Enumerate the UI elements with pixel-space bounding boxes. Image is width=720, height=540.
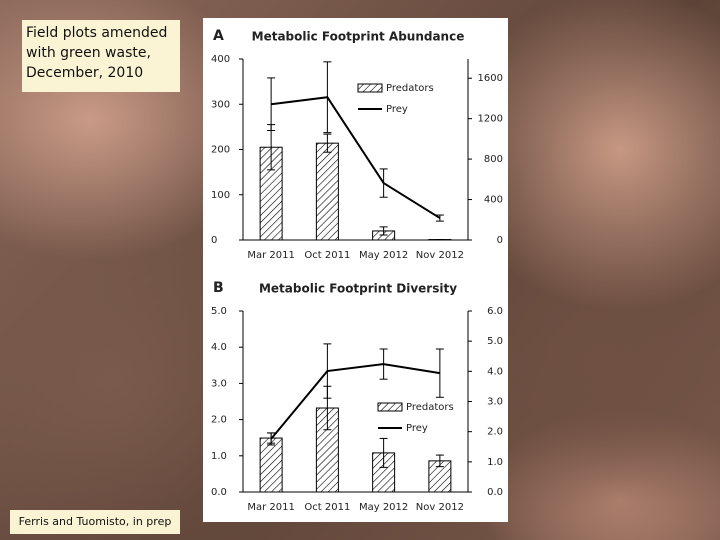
line <box>270 363 441 440</box>
legend-label: Predators <box>406 402 454 413</box>
y-tick-label: 0.0 <box>211 487 227 498</box>
y-tick-label: 2.0 <box>211 415 227 426</box>
y2-tick-label: 800 <box>484 154 503 165</box>
y-tick-label: 400 <box>211 54 230 65</box>
y2-tick-label: 0.0 <box>487 487 503 498</box>
y2-tick-label: 1600 <box>478 73 503 84</box>
y-tick-label: 4.0 <box>211 342 227 353</box>
x-tick-label: Nov 2012 <box>416 502 464 513</box>
caption: Field plots amended with green waste, De… <box>22 20 180 92</box>
credit: Ferris and Tuomisto, in prep <box>10 510 180 534</box>
y-tick-label: 3.0 <box>211 378 227 389</box>
y2-tick-label: 1200 <box>478 114 503 125</box>
chart: B Metabolic Footprint Diversity 0.0 1.0 2.0 3… <box>203 270 508 522</box>
x-tick-label: Mar 2011 <box>247 502 295 513</box>
chart-title: Metabolic Footprint Diversity <box>259 282 457 296</box>
x-tick-label: Nov 2012 <box>416 250 464 261</box>
legend-swatch <box>357 83 383 93</box>
y2-tick-label: 5.0 <box>487 336 503 347</box>
legend-label: Predators <box>386 83 434 94</box>
y-tick-label: 0 <box>211 235 217 246</box>
bar <box>259 437 283 493</box>
legend-label: Prey <box>406 423 428 434</box>
y-tick-label: 100 <box>211 190 230 201</box>
line <box>271 96 441 219</box>
y2-tick-label: 3.0 <box>487 397 503 408</box>
y2-tick-label: 6.0 <box>487 306 503 317</box>
y-tick-label: 1.0 <box>211 451 227 462</box>
y-tick-label: 200 <box>211 145 230 156</box>
y-tick-label: 5.0 <box>211 306 227 317</box>
chart-title: Metabolic Footprint Abundance <box>252 30 465 44</box>
x-tick-label: May 2012 <box>359 250 408 261</box>
y2-tick-label: 1.0 <box>487 457 503 468</box>
panel-label: B <box>213 280 224 296</box>
x-tick-label: Mar 2011 <box>247 250 295 261</box>
y2-tick-label: 400 <box>484 195 503 206</box>
y2-tick-label: 2.0 <box>487 427 503 438</box>
x-tick-label: Oct 2011 <box>304 250 350 261</box>
x-tick-label: Oct 2011 <box>304 502 350 513</box>
y2-tick-label: 4.0 <box>487 366 503 377</box>
chart: A Metabolic Footprint Abundance 0 100 200 300… <box>203 18 508 270</box>
y2-tick-label: 0 <box>497 235 503 246</box>
legend-label: Prey <box>386 104 408 115</box>
legend-swatch <box>377 402 403 412</box>
bar <box>315 142 339 241</box>
panel-label: A <box>213 28 224 44</box>
x-tick-label: May 2012 <box>359 502 408 513</box>
y-tick-label: 300 <box>211 99 230 110</box>
